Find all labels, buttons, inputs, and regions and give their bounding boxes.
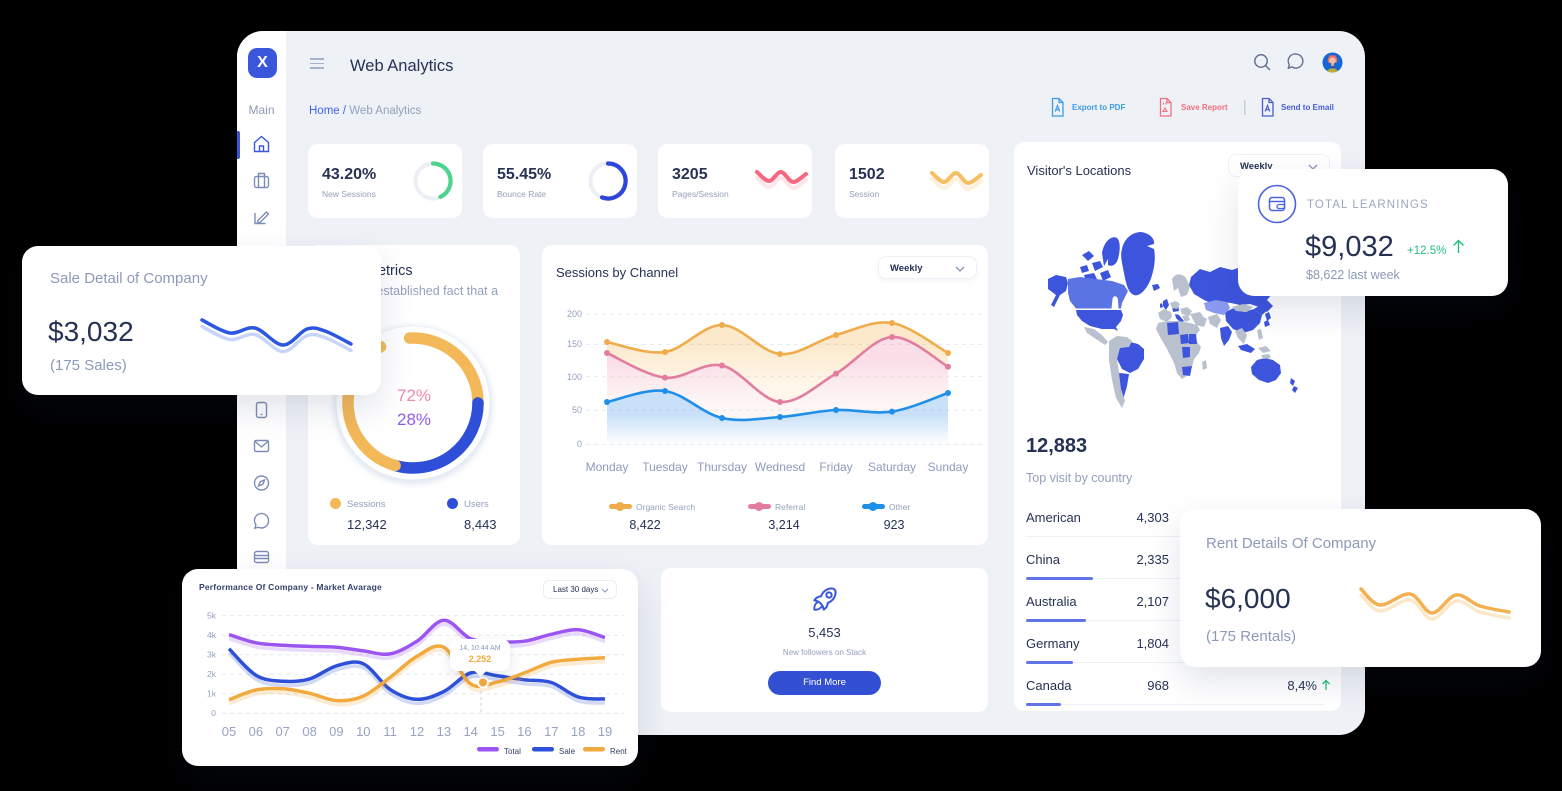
svg-text:Wednesd: Wednesd — [755, 460, 805, 474]
svg-text:0: 0 — [577, 439, 582, 449]
svg-text:06: 06 — [249, 724, 263, 739]
svg-text:08: 08 — [302, 724, 316, 739]
svg-text:200: 200 — [567, 309, 582, 319]
svg-text:09: 09 — [329, 724, 343, 739]
svg-text:05: 05 — [222, 724, 236, 739]
svg-text:Sunday: Sunday — [928, 460, 969, 474]
svg-text:11: 11 — [383, 724, 397, 739]
svg-text:8,422: 8,422 — [629, 518, 660, 532]
svg-text:18: 18 — [571, 724, 585, 739]
svg-text:5k: 5k — [207, 611, 217, 621]
svg-text:2k: 2k — [207, 669, 217, 679]
svg-text:Sale: Sale — [559, 747, 576, 756]
svg-text:Referral: Referral — [775, 502, 805, 512]
svg-text:50: 50 — [572, 405, 582, 415]
svg-text:19: 19 — [598, 724, 612, 739]
svg-text:150: 150 — [567, 339, 582, 349]
svg-text:Rent: Rent — [610, 747, 628, 756]
svg-text:100: 100 — [567, 372, 582, 382]
svg-text:3k: 3k — [207, 650, 217, 660]
svg-text:923: 923 — [884, 518, 905, 532]
svg-text:14: 14 — [463, 724, 477, 739]
svg-text:12: 12 — [410, 724, 424, 739]
svg-text:Tuesday: Tuesday — [642, 460, 688, 474]
svg-text:Saturday: Saturday — [868, 460, 916, 474]
svg-text:Monday: Monday — [586, 460, 629, 474]
svg-text:10: 10 — [356, 724, 370, 739]
svg-text:1k: 1k — [207, 689, 217, 699]
svg-text:Total: Total — [504, 747, 521, 756]
svg-text:15: 15 — [490, 724, 504, 739]
svg-text:3,214: 3,214 — [768, 518, 799, 532]
svg-text:16: 16 — [517, 724, 531, 739]
svg-text:Organic Search: Organic Search — [636, 502, 695, 512]
svg-text:17: 17 — [544, 724, 558, 739]
svg-text:4k: 4k — [207, 630, 217, 640]
svg-text:Friday: Friday — [819, 460, 852, 474]
svg-text:07: 07 — [275, 724, 289, 739]
svg-text:Other: Other — [889, 502, 910, 512]
svg-text:Thursday: Thursday — [697, 460, 747, 474]
svg-text:13: 13 — [437, 724, 451, 739]
svg-text:0: 0 — [211, 708, 216, 718]
